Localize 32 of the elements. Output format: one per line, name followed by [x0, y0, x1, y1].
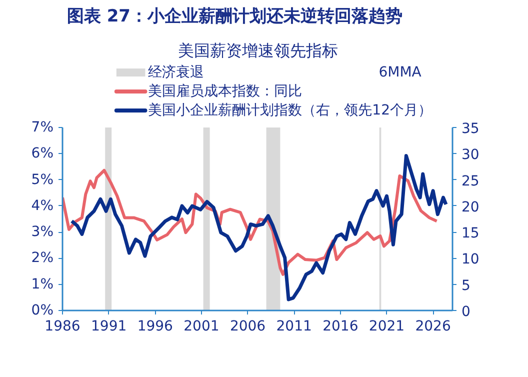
y2-tick-label: 25	[462, 173, 480, 190]
x-tick-label: 2006	[230, 318, 266, 334]
text: 6MMA	[378, 64, 422, 80]
legend-label: 美国雇员成本指数：同比	[148, 84, 302, 100]
y-tick-label: 6%	[31, 146, 54, 162]
y-tick-label: 1%	[31, 276, 54, 292]
y2-tick-label: 35	[462, 121, 480, 137]
chart-title: 图表 27：小企业薪酬计划还未逆转回落趋势	[66, 6, 403, 26]
x-tick-label: 1991	[91, 318, 127, 334]
y2-tick-label: 10	[462, 252, 480, 268]
y2-tick-label: 30	[462, 147, 480, 164]
x-tick-label: 2011	[276, 318, 312, 334]
y-tick-label: 0%	[31, 302, 54, 318]
legend-label: 经济衰退	[148, 64, 204, 80]
x-tick-label: 1986	[44, 318, 80, 334]
legend-label: 美国小企业薪酬计划指数（右，领先12个月）	[148, 102, 432, 118]
x-tick-label: 2001	[184, 318, 220, 334]
x-tick-label: 2016	[322, 318, 358, 334]
line-series	[70, 154, 448, 302]
y-tick-label: 5%	[31, 172, 54, 188]
chart-subtitle: 美国薪资增速领先指标	[178, 41, 338, 60]
y2-tick-label: 5	[462, 278, 470, 294]
y-tick-label: 2%	[31, 250, 54, 266]
x-tick-label: 2021	[368, 318, 405, 334]
y-tick-label: 7%	[31, 120, 54, 136]
y2-tick-label: 20	[462, 199, 480, 216]
y-tick-label: 3%	[31, 224, 54, 240]
x-tick-label: 2026	[415, 318, 451, 334]
y2-tick-label: 0	[462, 304, 470, 320]
x-tick-label: 1996	[137, 318, 174, 334]
y-tick-label: 4%	[31, 198, 54, 214]
y2-tick-label: 15	[462, 226, 480, 242]
